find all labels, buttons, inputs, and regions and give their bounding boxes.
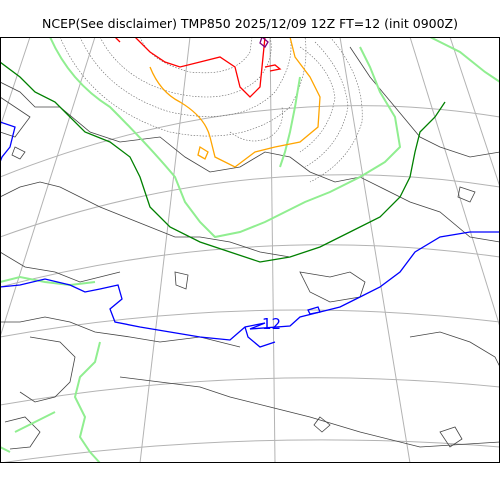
coastline [299, 271, 366, 303]
isotherm-red [264, 64, 282, 72]
coastline [0, 316, 241, 348]
isotherm-blue [0, 121, 16, 163]
weather-map: 12 [0, 37, 500, 463]
isotherm-lightgreen-group [0, 37, 500, 463]
isotherm-orange [197, 145, 209, 160]
lon-line [409, 37, 500, 328]
coastline [11, 146, 26, 160]
coastline [0, 81, 500, 243]
isotherm-red-group [114, 37, 282, 98]
lon-line [339, 37, 411, 463]
lat-line [0, 105, 500, 178]
isotherm-fine [139, 37, 253, 74]
coastline [313, 416, 331, 433]
coastline [0, 251, 121, 283]
isotherm-lightgreen [14, 411, 56, 433]
lon-line [449, 37, 500, 188]
coastline [409, 331, 500, 368]
isotherm-fine [99, 37, 272, 98]
isotherm-lightgreen [0, 275, 96, 287]
isotherm-lightgreen [429, 37, 500, 83]
lat-line [0, 244, 500, 288]
lon-line [0, 37, 96, 338]
isotherm-orange [149, 37, 321, 168]
isotherm-fine [79, 37, 292, 117]
isotherm-blue [307, 306, 321, 315]
lat-line [0, 174, 500, 238]
lat-line [0, 439, 500, 463]
coastline [0, 96, 31, 138]
map-title: NCEP(See disclaimer) TMP850 2025/12/09 1… [41, 16, 458, 31]
coastline [439, 426, 463, 448]
isotherm-blue-group [0, 121, 500, 348]
lon-line [269, 37, 276, 463]
coastline [0, 181, 291, 258]
coastline [119, 376, 500, 448]
isotherm-fine [309, 37, 363, 183]
isotherm-green [0, 61, 446, 263]
isotherm-orange-group [149, 37, 321, 168]
isotherm-purple [259, 37, 269, 48]
isotherm-red [134, 37, 266, 98]
isotherm-blue [244, 326, 276, 348]
isotherm-lightgreen [0, 446, 11, 453]
lat-line [0, 309, 500, 338]
isotherm-green-group [0, 61, 446, 263]
lon-line [0, 37, 31, 128]
coastline [457, 186, 476, 203]
isotherm-lightgreen [279, 76, 301, 168]
contour-label-12: 12 [262, 315, 281, 333]
lon-line [139, 37, 191, 463]
isotherm-lightgreen [49, 37, 402, 239]
coastlines [0, 46, 500, 450]
lat-line [0, 377, 500, 406]
fine-isotherms [59, 37, 363, 183]
coastline [174, 271, 189, 290]
isotherm-lightgreen [73, 341, 101, 463]
isotherm-fine [304, 41, 349, 168]
isotherm-fine [59, 37, 307, 137]
coastline [4, 416, 41, 450]
isotherm-blue [0, 231, 500, 341]
isotherm-fine [229, 106, 283, 142]
graticule [0, 37, 500, 463]
coastline [19, 336, 76, 403]
coastline [349, 46, 500, 158]
isotherm-purple-group [259, 37, 269, 48]
